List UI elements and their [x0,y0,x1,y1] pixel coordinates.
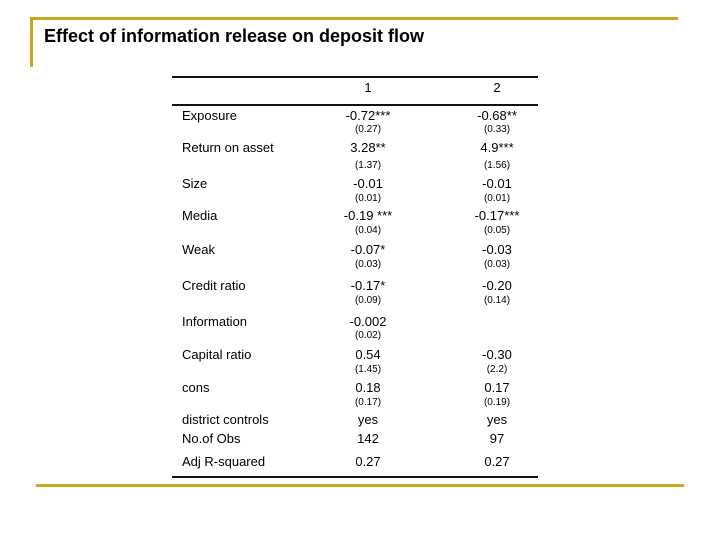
se-col1: (0.03) [354,259,382,270]
coef-col1: 0.27 [355,454,381,469]
coef-col1: yes [357,412,379,427]
coef-col2: 97 [489,431,505,446]
coef-col2: -0.30 [482,347,512,362]
se-col2: (0.33) [483,124,511,135]
top-accent-rule [30,17,678,20]
se-col1: (1.37) [354,160,382,171]
header-rule [172,104,538,106]
row-label: Capital ratio [182,347,252,362]
column-header-2: 2 [493,80,501,95]
se-col2: (0.14) [483,295,511,306]
row-label: Size [182,176,208,191]
row-label: Information [182,314,248,329]
coef-col2: -0.01 [482,176,512,191]
coef-col2: 0.27 [484,454,510,469]
se-col1: (1.45) [354,364,382,375]
se-col1: (0.04) [354,225,382,236]
se-col2: (0.03) [483,259,511,270]
coef-col2: -0.68** [477,108,517,123]
row-label: Exposure [182,108,237,123]
se-col1: (0.01) [354,193,382,204]
row-label: district controls [182,412,269,427]
row-label: Return on asset [182,140,274,155]
se-col2: (0.01) [483,193,511,204]
coef-col2: 0.17 [484,380,510,395]
coef-col1: -0.07* [350,242,386,257]
regression-table: 1 2 Exposure -0.72*** -0.68** (0.27) (0.… [172,76,538,479]
coef-col1: -0.17* [350,278,386,293]
coef-col1: 142 [357,431,379,446]
se-col2: (1.56) [483,160,511,171]
row-label: Weak [182,242,215,257]
coef-col1: 3.28** [350,140,386,155]
coef-col1: -0.72*** [345,108,391,123]
row-label: Media [182,208,218,223]
se-col2: (2.2) [486,364,508,375]
row-label: No.of Obs [182,431,241,446]
left-accent-rule [30,17,33,67]
se-col1: (0.09) [354,295,382,306]
row-label: cons [182,380,210,395]
coef-col2: -0.20 [482,278,512,293]
coef-col1: 0.18 [355,380,381,395]
table-top-rule [172,76,538,78]
column-header-1: 1 [364,80,372,95]
coef-col1: -0.002 [349,314,387,329]
coef-col2: yes [486,412,508,427]
se-col2: (0.05) [483,225,511,236]
se-col1: (0.27) [354,124,382,135]
coef-col1: 0.54 [355,347,381,362]
coef-col2: 4.9*** [480,140,514,155]
coef-col1: -0.01 [353,176,383,191]
coef-col2: -0.03 [482,242,512,257]
se-col2: (0.19) [483,397,511,408]
se-col1: (0.17) [354,397,382,408]
table-bottom-rule [172,476,538,478]
row-label: Adj R-squared [182,454,266,469]
bottom-accent-rule [36,484,684,487]
slide-title: Effect of information release on deposit… [44,26,425,46]
coef-col2: -0.17*** [474,208,520,223]
se-col1: (0.02) [354,330,382,341]
coef-col1: -0.19 *** [343,208,393,223]
row-label: Credit ratio [182,278,246,293]
